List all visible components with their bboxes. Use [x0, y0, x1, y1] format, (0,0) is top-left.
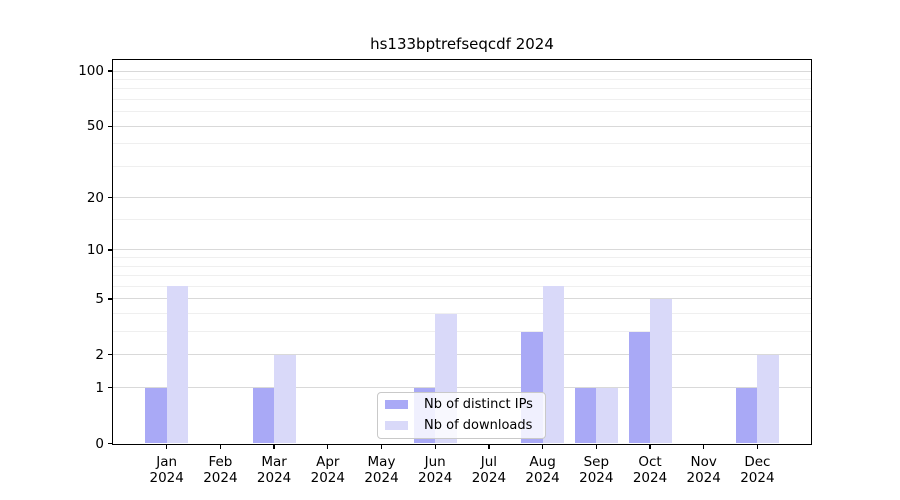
bar-nb-of-downloads-jan-2024	[166, 286, 189, 444]
y-tick-label: 1	[95, 379, 104, 396]
y-tick-label: 20	[86, 189, 104, 206]
gridline-major	[113, 70, 811, 72]
x-tick-label-mar: Mar 2024	[256, 454, 292, 486]
y-tick-mark	[107, 249, 113, 251]
gridline-minor	[113, 257, 811, 259]
legend-swatch-downloads-icon	[385, 421, 408, 430]
x-tick-label-feb: Feb 2024	[203, 454, 238, 486]
gridline-minor	[113, 219, 811, 221]
x-tick-label-oct: Oct 2024	[632, 454, 668, 486]
bar-nb-of-downloads-sep-2024	[596, 387, 618, 444]
x-tick-label-aug: Aug 2024	[525, 454, 560, 486]
gridline-major	[113, 298, 811, 300]
y-tick-label: 100	[78, 63, 104, 79]
gridline-minor	[113, 331, 811, 333]
gridline-major	[113, 387, 811, 389]
x-tick-label-apr: Apr 2024	[310, 454, 345, 486]
bar-nb-of-downloads-aug-2024	[542, 286, 565, 444]
bar-nb-of-downloads-mar-2024	[274, 354, 296, 444]
x-tick-mark	[166, 443, 168, 449]
x-tick-label-may: May 2024	[364, 454, 399, 486]
x-tick-mark	[327, 443, 329, 449]
gridline-minor	[113, 165, 811, 167]
legend: Nb of distinct IPs Nb of downloads	[377, 391, 546, 439]
y-tick-label: 2	[95, 346, 104, 363]
gridline-minor	[113, 275, 811, 277]
x-tick-mark	[595, 443, 597, 449]
x-tick-mark	[380, 443, 383, 449]
x-tick-mark	[488, 443, 490, 449]
x-tick-label-jun: Jun 2024	[418, 454, 453, 486]
gridline-minor	[113, 98, 811, 100]
y-tick-mark	[107, 197, 113, 199]
legend-label-downloads: Nb of downloads	[424, 418, 533, 433]
bar-nb-of-distinct-ips-mar-2024	[252, 387, 275, 444]
legend-label-distinct-ips: Nb of distinct IPs	[424, 397, 533, 412]
gridline-major	[113, 197, 811, 199]
x-tick-mark	[541, 443, 544, 449]
gridline-minor	[113, 78, 811, 80]
gridline-major	[113, 249, 811, 251]
x-tick-mark	[756, 443, 759, 449]
bar-nb-of-distinct-ips-jan-2024	[145, 387, 167, 444]
x-tick-label-dec: Dec 2024	[740, 454, 775, 486]
bar-nb-of-downloads-dec-2024	[757, 354, 779, 444]
gridline-minor	[113, 143, 811, 145]
x-tick-label-nov: Nov 2024	[686, 454, 721, 486]
x-tick-mark	[273, 443, 275, 449]
bar-nb-of-downloads-oct-2024	[650, 298, 672, 444]
legend-item-downloads: Nb of downloads	[378, 418, 545, 434]
y-tick-label: 10	[86, 241, 104, 258]
bar-nb-of-distinct-ips-sep-2024	[574, 387, 597, 444]
y-tick-label: 50	[86, 118, 104, 135]
x-tick-label-sep: Sep 2024	[579, 454, 614, 486]
gridline-minor	[113, 313, 811, 315]
y-tick-mark	[107, 354, 113, 356]
gridline-minor	[113, 111, 811, 113]
gridline-major	[113, 125, 811, 127]
x-tick-mark	[703, 443, 705, 449]
x-tick-mark	[434, 443, 436, 449]
gridline-major	[113, 354, 811, 356]
bar-nb-of-distinct-ips-oct-2024	[628, 331, 650, 444]
x-tick-label-jan: Jan 2024	[149, 454, 184, 486]
gridline-minor	[113, 88, 811, 90]
chart-title: hs133bptrefseqcdf 2024	[370, 35, 554, 53]
x-tick-label-jul: Jul 2024	[471, 454, 507, 486]
gridline-minor	[113, 265, 811, 267]
y-tick-label: 5	[95, 290, 104, 307]
y-tick-mark	[107, 442, 113, 445]
y-tick-mark	[107, 298, 113, 300]
bar-nb-of-distinct-ips-dec-2024	[735, 387, 758, 444]
legend-swatch-distinct-ips-icon	[385, 400, 408, 409]
y-tick-mark	[107, 386, 113, 389]
gridline-minor	[113, 285, 811, 287]
x-tick-mark	[649, 443, 651, 449]
legend-item-distinct-ips: Nb of distinct IPs	[378, 397, 545, 413]
y-tick-label: 0	[95, 435, 104, 452]
y-tick-mark	[107, 70, 113, 72]
x-tick-mark	[219, 443, 222, 449]
y-tick-mark	[107, 125, 113, 127]
